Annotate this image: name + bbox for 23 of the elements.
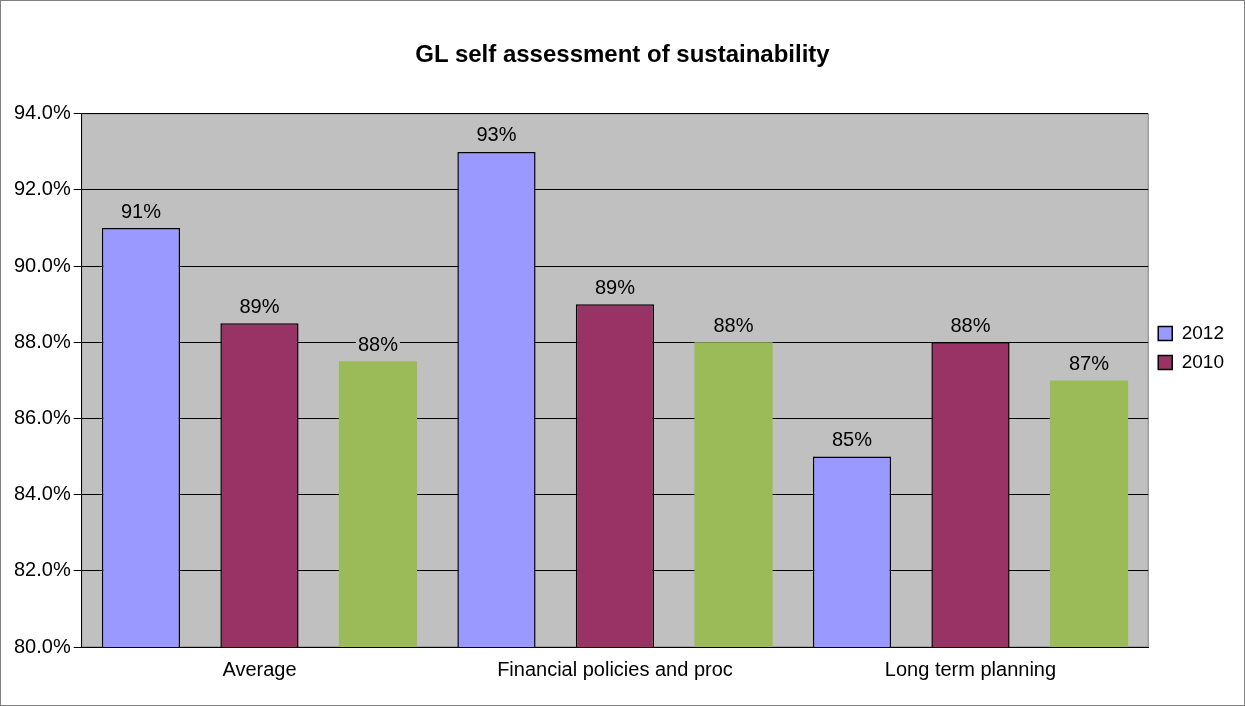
data-label: 87%: [1068, 351, 1110, 374]
legend-label: 2010: [1181, 350, 1225, 372]
y-tick-label: 90.0%: [13, 253, 71, 276]
x-tick-label: Average: [222, 657, 297, 680]
y-tick-label: 80.0%: [13, 634, 71, 657]
x-tick-label: Financial policies and proc: [497, 657, 733, 680]
data-label: 85%: [831, 428, 873, 451]
data-label: 93%: [476, 123, 517, 146]
y-tick-label: 94.0%: [13, 101, 71, 124]
data-label: 88%: [950, 313, 991, 336]
data-label: 89%: [594, 275, 636, 298]
y-tick-label: 86.0%: [13, 406, 71, 428]
y-tick-label: 92.0%: [13, 177, 71, 200]
x-tick-label: Long term planning: [884, 657, 1057, 680]
data-label: 88%: [713, 313, 754, 336]
y-tick-label: 88.0%: [13, 329, 71, 352]
y-tick-label: 84.0%: [13, 482, 71, 505]
y-tick-label: 82.0%: [13, 558, 71, 581]
chart-title: GL self assessment of sustainability: [415, 40, 831, 68]
data-label: 88%: [357, 332, 399, 355]
data-label: 89%: [239, 294, 280, 317]
data-label: 91%: [120, 199, 162, 222]
legend-label: 2012: [1181, 321, 1225, 343]
